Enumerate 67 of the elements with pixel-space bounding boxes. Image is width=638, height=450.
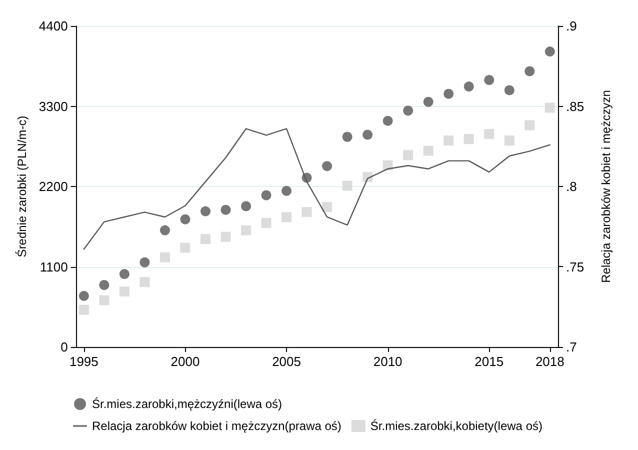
point (180, 214, 190, 224)
x-tick-label: 2005 (272, 354, 301, 369)
point (362, 130, 373, 140)
point (342, 132, 352, 142)
point (160, 225, 170, 236)
y2-axis-title: Relacja zarobków kobiet i mężczyzn (599, 90, 613, 283)
point (78, 304, 89, 315)
x-tick-label: 2000 (170, 354, 200, 369)
x-tick-label: 1995 (69, 354, 98, 369)
point (261, 190, 272, 200)
legend-label: Śr.mies.zarobki,mężczyźni(lewa oś) (92, 397, 282, 411)
point (382, 116, 393, 126)
point (322, 202, 332, 212)
point (140, 257, 150, 268)
x-tick-label: 2018 (535, 354, 564, 369)
point (99, 280, 110, 290)
x-tick-label: 2010 (373, 354, 402, 369)
point (504, 136, 514, 146)
y2-tick-label: .8 (566, 179, 577, 194)
point (99, 295, 110, 306)
line-series (83, 128, 550, 250)
x-tick-label: 2015 (474, 354, 504, 369)
y-tick-label: 0 (60, 340, 68, 354)
point (444, 88, 454, 99)
point (342, 180, 352, 191)
point (504, 85, 514, 96)
point (484, 128, 494, 139)
y-tick-label: 3300 (38, 98, 68, 114)
point (200, 206, 210, 216)
point (78, 290, 89, 301)
point (282, 212, 292, 222)
point (261, 218, 272, 228)
point (220, 204, 231, 215)
point (180, 242, 190, 253)
legend-label: Śr.mies.zarobki,kobiety(lewa oś) (370, 419, 542, 433)
point (484, 74, 494, 85)
point (282, 186, 292, 196)
y2-tick-label: .7 (566, 340, 577, 354)
point (524, 120, 535, 130)
point (140, 277, 150, 288)
y2-tick-label: .75 (566, 259, 584, 274)
point (241, 201, 251, 212)
point (302, 207, 312, 218)
point (241, 225, 251, 236)
y-tick-label: 2200 (38, 179, 68, 194)
point (444, 136, 454, 146)
point (220, 232, 231, 242)
point (322, 161, 332, 172)
point (403, 150, 414, 160)
point (160, 252, 170, 262)
legend-label: Relacja zarobków kobiet i mężczyzn(prawa oś) (92, 419, 342, 433)
y2-tick-label: .85 (566, 98, 584, 114)
y-axis-title: Średnie zarobki (PLN/m-c) (15, 116, 29, 258)
y2-tick-label: .9 (566, 18, 577, 34)
point (200, 234, 210, 244)
point (403, 106, 414, 116)
y-tick-label: 4400 (38, 18, 68, 34)
point (119, 269, 130, 280)
point (544, 46, 555, 57)
y-tick-label: 1100 (40, 259, 68, 274)
point (423, 96, 434, 107)
point (544, 102, 555, 113)
point (524, 66, 535, 76)
point (464, 82, 474, 92)
point (423, 146, 434, 156)
point (119, 286, 130, 297)
point (464, 134, 474, 144)
